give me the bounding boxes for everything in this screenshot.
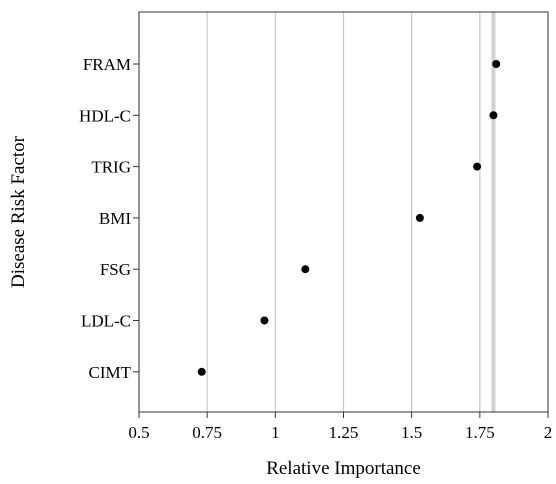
y-tick-label: HDL-C <box>79 106 131 125</box>
data-point <box>260 316 269 325</box>
x-axis-title: Relative Importance <box>266 458 421 479</box>
y-tick-label: CIMT <box>89 363 132 382</box>
data-point <box>473 162 482 171</box>
y-axis-title: Disease Risk Factor <box>8 135 29 288</box>
reference-line <box>491 12 496 412</box>
y-axis: FRAM HDL-C TRIG BMI FSG LDL-C CIMT <box>79 55 139 382</box>
x-tick-label: 1 <box>271 423 280 442</box>
y-tick-label: FRAM <box>83 55 131 74</box>
x-tick-label: 0.5 <box>128 423 149 442</box>
x-tick-label: 1.25 <box>329 423 359 442</box>
data-point <box>415 213 424 222</box>
points <box>197 60 501 376</box>
x-tick-label: 0.75 <box>192 423 222 442</box>
data-point <box>301 265 310 274</box>
y-tick-label: LDL-C <box>81 312 131 331</box>
y-tick-label: TRIG <box>91 158 131 177</box>
x-axis: 0.5 0.75 1 1.25 1.5 1.75 2 <box>128 412 552 442</box>
x-tick-label: 1.75 <box>465 423 495 442</box>
x-tick-label: 1.5 <box>401 423 422 442</box>
x-tick-label: 2 <box>544 423 553 442</box>
reference-line-group <box>491 12 496 412</box>
data-point <box>489 111 498 120</box>
y-tick-label: BMI <box>99 209 131 228</box>
data-point <box>492 60 501 68</box>
y-tick-label: FSG <box>100 260 131 279</box>
data-point <box>197 367 206 376</box>
